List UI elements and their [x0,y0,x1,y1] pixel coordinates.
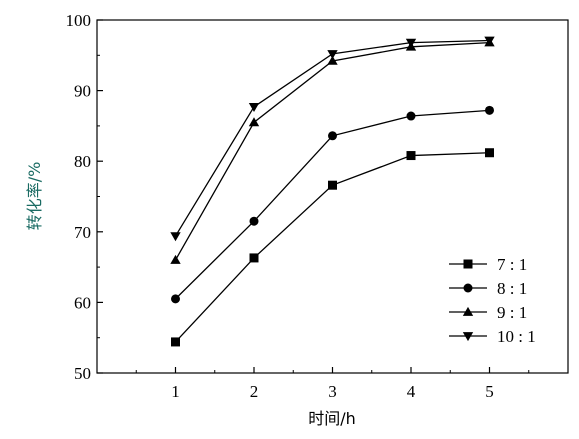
legend-marker [463,283,473,293]
data-point [171,294,180,304]
data-point [485,148,494,158]
data-point [328,131,337,141]
y-tick-label: 60 [74,293,91,312]
legend-label: 8 : 1 [497,279,527,298]
x-tick-label: 2 [250,382,259,401]
legend-marker [463,259,473,269]
series-line [174,41,490,261]
legend-marker [462,306,474,316]
x-tick-label: 1 [171,382,180,401]
data-point [170,232,181,242]
data-point [248,103,260,113]
x-tick-label: 3 [328,382,337,401]
data-point [171,337,180,347]
data-point [327,55,338,65]
series-4 [170,36,495,242]
y-tick-label: 100 [66,11,92,30]
y-axis: 50 60 70 80 90 100 [66,11,103,383]
data-point [406,151,416,161]
legend-marker [462,332,474,342]
legend: 7 : 1 8 : 1 9 : 1 10 : 1 [449,255,536,346]
series-3 [170,37,495,264]
data-point [406,111,416,121]
x-axis: 1 2 3 4 5 [135,367,530,401]
x-tick-label: 4 [407,382,416,401]
x-tick-label: 5 [485,382,494,401]
y-tick-label: 90 [74,82,91,101]
legend-item: 10 : 1 [449,327,536,346]
y-tick-label: 70 [74,223,91,242]
series-1 [171,148,494,347]
data-point [249,216,259,226]
series-layer [170,36,495,347]
data-point [249,253,259,263]
legend-item: 8 : 1 [449,279,527,298]
x-axis-title: 时间/h [308,409,356,428]
data-point [248,117,260,127]
legend-item: 7 : 1 [449,255,527,274]
series-2 [171,105,494,304]
data-point [405,38,417,48]
legend-label: 10 : 1 [497,327,536,346]
legend-label: 9 : 1 [497,303,527,322]
y-tick-label: 80 [74,152,91,171]
data-point [328,180,337,190]
legend-label: 7 : 1 [497,255,527,274]
data-point [485,105,494,115]
data-point [484,36,495,46]
legend-item: 9 : 1 [449,303,527,322]
y-axis-title: 转化率/% [25,162,44,231]
y-tick-label: 50 [74,364,91,383]
data-point [327,50,338,60]
data-point [170,254,181,264]
